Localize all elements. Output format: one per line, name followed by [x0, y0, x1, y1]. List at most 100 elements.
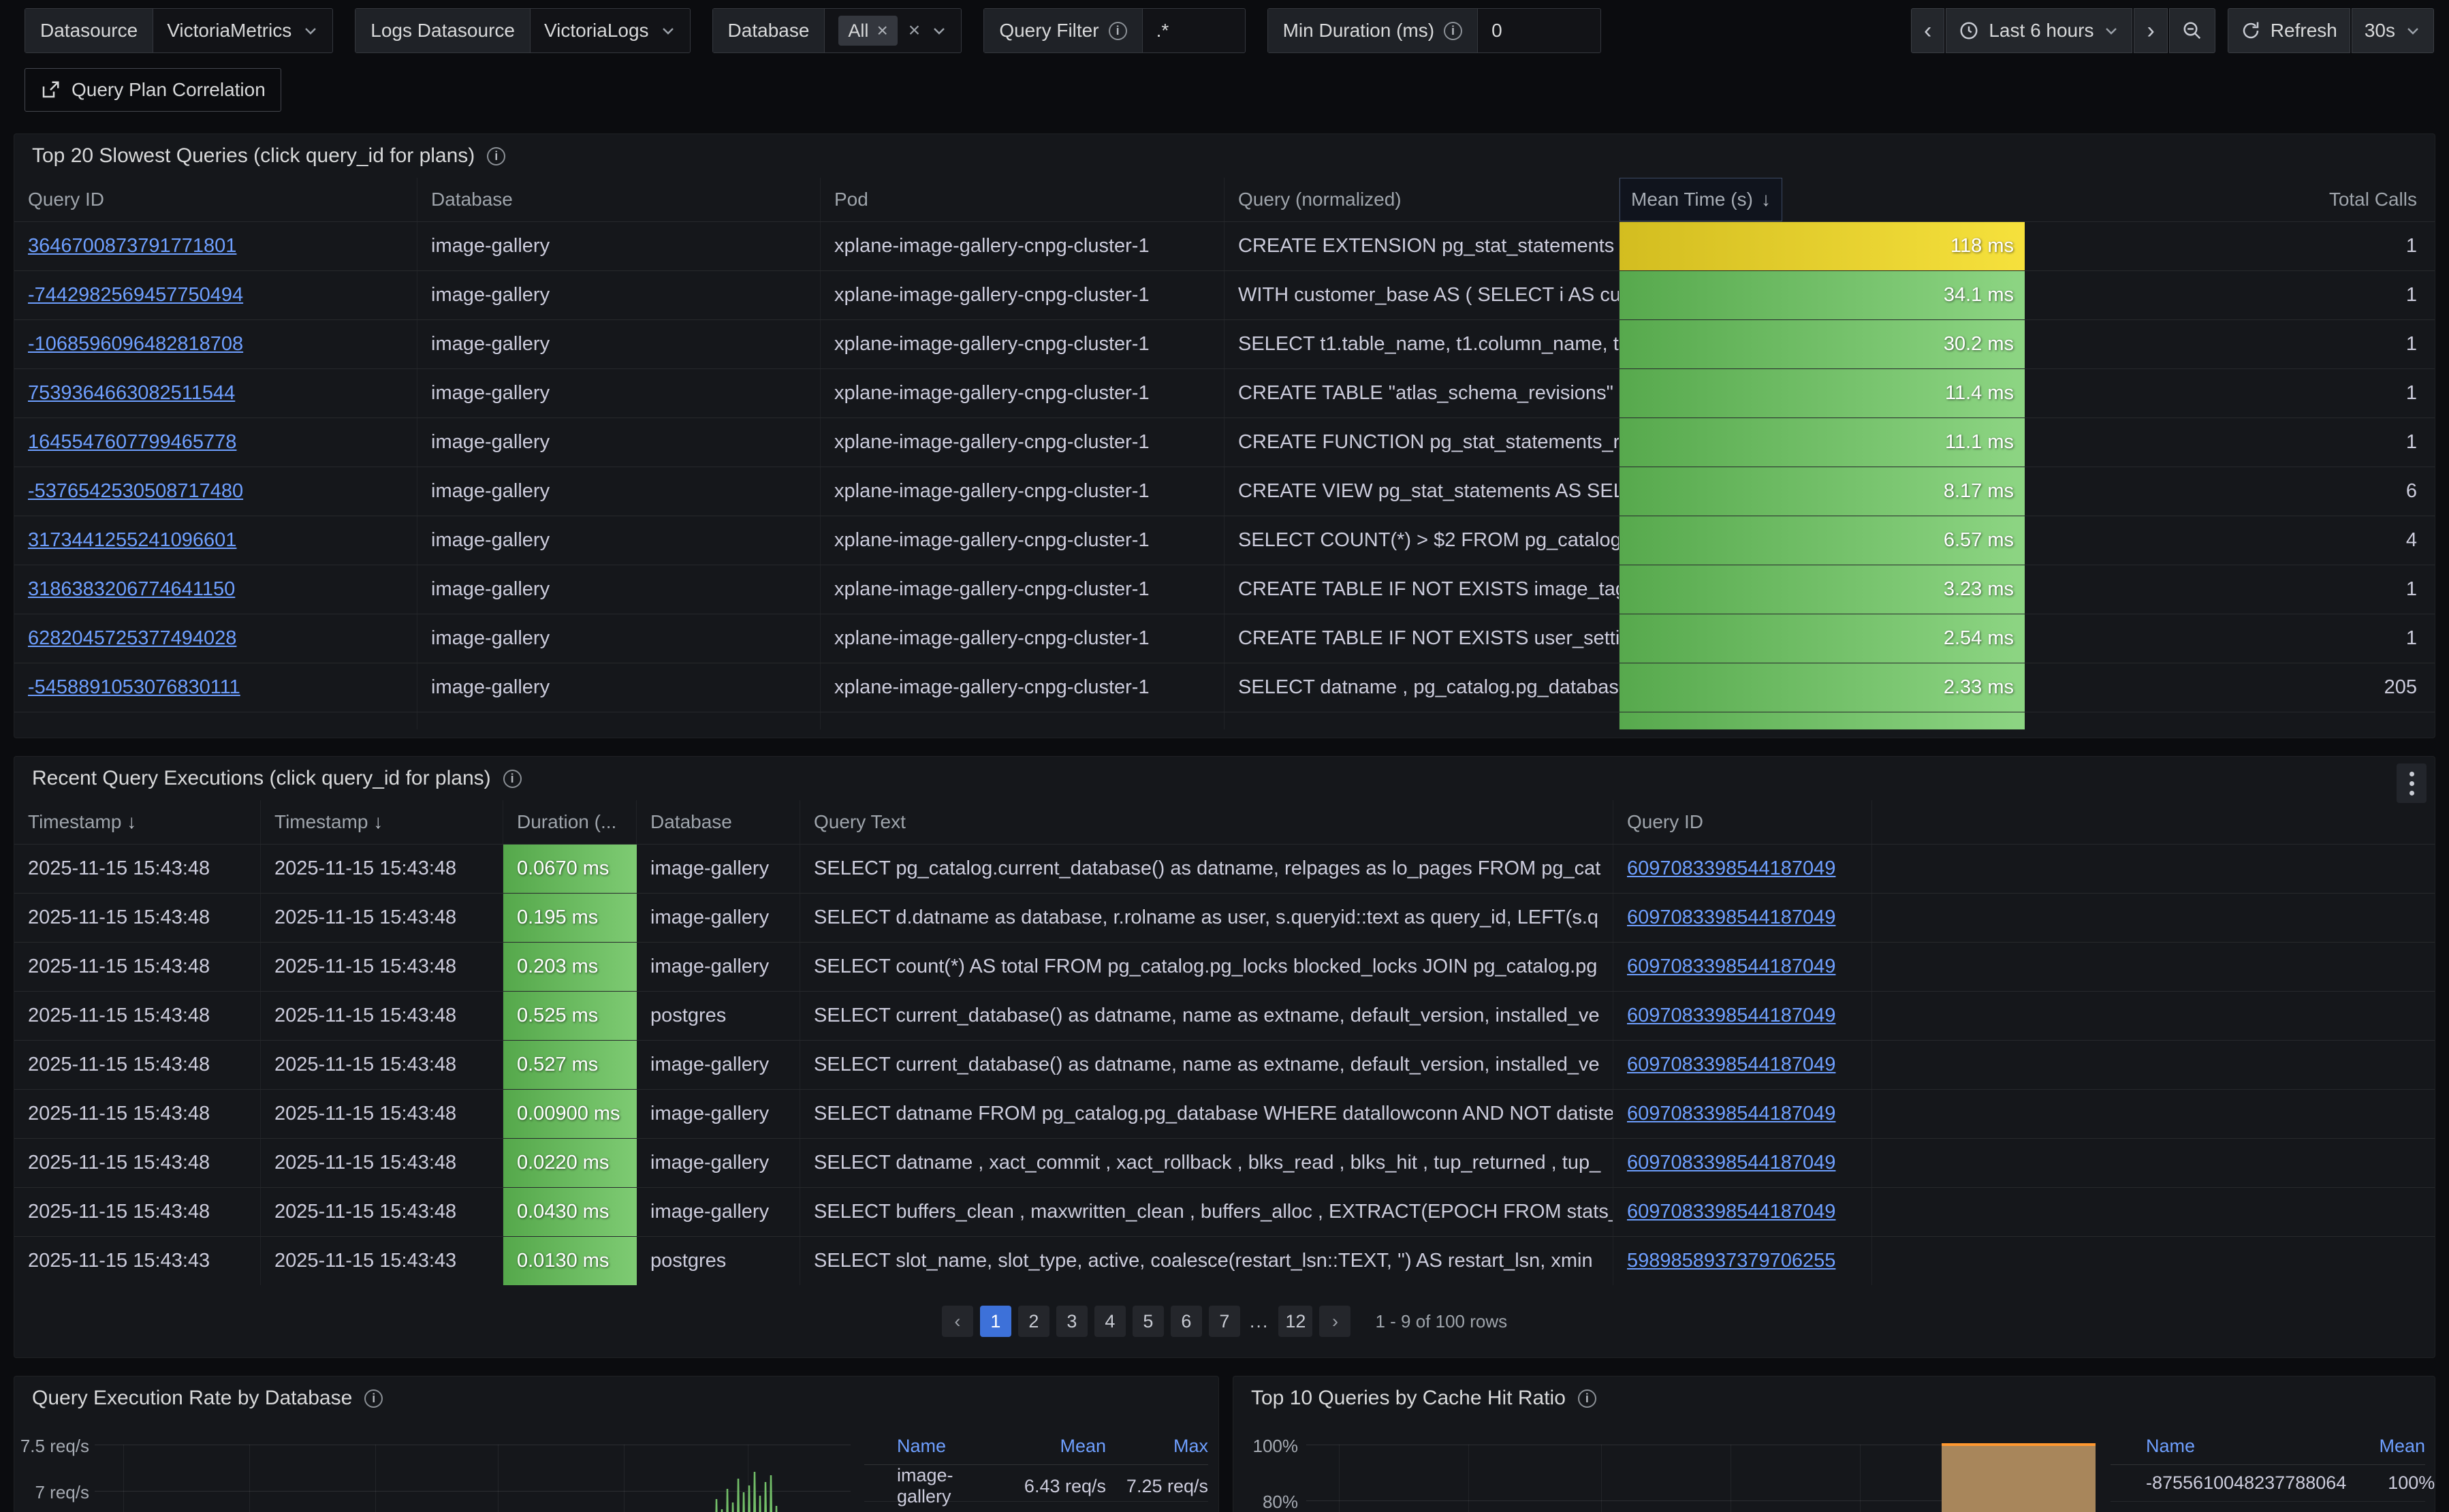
page-next-button[interactable]: › [1319, 1306, 1350, 1337]
duration-bar: 0.0130 ms [503, 1237, 637, 1285]
query-filter-value[interactable]: .* [1143, 9, 1245, 52]
col-database[interactable]: Database [637, 800, 800, 844]
query-id-link[interactable]: 3186383206774641150 [28, 578, 235, 601]
panel-title[interactable]: Top 20 Slowest Queries (click query_id f… [14, 134, 2435, 178]
mean-time-bar: 2.33 ms [1620, 663, 2025, 712]
col-query-id[interactable]: Query ID [1613, 800, 1872, 844]
panel-title[interactable]: Top 10 Queries by Cache Hit Ratio i [1233, 1376, 2435, 1420]
col-query-id[interactable]: Query ID [14, 178, 417, 221]
table-row: 6282045725377494028 image-gallery xplane… [14, 614, 2435, 663]
legend-item[interactable]: image-gallery 6.43 req/s 7.25 req/s [864, 1465, 1208, 1502]
page-button[interactable]: 2 [1018, 1306, 1049, 1337]
time-controls: ‹ Last 6 hours › Refresh 30s [1911, 8, 2434, 53]
duration-bar: 0.525 ms [503, 992, 637, 1040]
time-shift-back-button[interactable]: ‹ [1911, 8, 1944, 53]
page-button[interactable]: 4 [1094, 1306, 1126, 1337]
info-icon[interactable]: i [1578, 1389, 1596, 1408]
legend-item[interactable]: -8755610048237788064 100% [2111, 1465, 2425, 1502]
chevron-down-icon [2103, 22, 2119, 39]
y-axis-tick: 80% [1233, 1492, 1298, 1512]
query-id-link[interactable]: 7539364663082511544 [28, 382, 235, 405]
clear-selection-icon[interactable]: × [908, 19, 921, 42]
page-button[interactable]: 3 [1056, 1306, 1088, 1337]
info-icon[interactable]: i [487, 147, 505, 166]
duration-bar: 0.0430 ms [503, 1188, 637, 1236]
table-row: 2025-11-15 15:43:48 2025-11-15 15:43:48 … [14, 893, 2435, 942]
table-row: -5458891053076830111 image-gallery xplan… [14, 663, 2435, 712]
col-pod[interactable]: Pod [821, 178, 1224, 221]
query-id-link[interactable]: 1645547607799465778 [28, 431, 236, 454]
query-id-link[interactable]: 6097083398544187049 [1627, 1152, 1835, 1174]
query-id-link[interactable]: -5458891053076830111 [28, 676, 240, 699]
cache-hit-bar[interactable] [1942, 1443, 2096, 1512]
external-link-icon [40, 80, 61, 100]
query-id-link[interactable]: 6097083398544187049 [1627, 1054, 1835, 1076]
chart-legend: Name Mean -8755610048237788064 100% 2017… [2111, 1428, 2425, 1512]
time-shift-forward-button[interactable]: › [2134, 8, 2167, 53]
panel-menu-kebab-icon[interactable] [2397, 763, 2427, 803]
time-range-picker[interactable]: Last 6 hours [1946, 8, 2132, 53]
col-database[interactable]: Database [417, 178, 821, 221]
info-icon[interactable]: i [503, 770, 522, 788]
database-value[interactable]: All × × [825, 9, 961, 52]
query-id-link[interactable]: 6282045725377494028 [28, 627, 236, 650]
col-total-calls[interactable]: Total Calls [2025, 178, 2435, 221]
mean-time-bar: 11.1 ms [1620, 418, 2025, 467]
query-id-link[interactable]: 6097083398544187049 [1627, 907, 1835, 929]
sort-desc-icon: ↓ [1761, 189, 1771, 210]
query-id-link[interactable]: 6097083398544187049 [1627, 857, 1835, 880]
logs-datasource-picker[interactable]: Logs Datasource VictoriaLogs [355, 8, 690, 53]
database-picker[interactable]: Database All × × [712, 8, 962, 53]
query-filter-input[interactable]: Query Filter i .* [983, 8, 1245, 53]
col-mean-time-sorted[interactable]: Mean Time (s) ↓ [1620, 178, 1782, 221]
table-row: 2025-11-15 15:43:48 2025-11-15 15:43:48 … [14, 942, 2435, 991]
logs-datasource-value[interactable]: VictoriaLogs [531, 9, 690, 52]
mean-time-bar: 118 ms [1620, 222, 2025, 270]
zoom-out-button[interactable] [2169, 8, 2215, 53]
page-prev-button[interactable]: ‹ [942, 1306, 973, 1337]
info-icon[interactable]: i [1109, 22, 1127, 40]
page-button[interactable]: 1 [980, 1306, 1011, 1337]
query-plan-correlation-button[interactable]: Query Plan Correlation [25, 68, 281, 112]
query-id-link[interactable]: -5376542530508717480 [28, 480, 243, 503]
query-id-link[interactable]: 5989858937379706255 [1627, 1250, 1835, 1272]
database-chip-all[interactable]: All × [838, 16, 897, 46]
mean-time-bar: 11.4 ms [1620, 369, 2025, 418]
min-duration-input[interactable]: Min Duration (ms) i 0 [1267, 8, 1601, 53]
panel-title[interactable]: Recent Query Executions (click query_id … [14, 757, 2435, 800]
page-button[interactable]: 6 [1171, 1306, 1202, 1337]
col-timestamp-1[interactable]: Timestamp ↓ [14, 800, 261, 844]
query-id-link[interactable]: 6097083398544187049 [1627, 1201, 1835, 1223]
chevron-down-icon [931, 22, 947, 39]
datasource-label: Datasource [25, 9, 153, 52]
page-button[interactable]: 12 [1278, 1306, 1312, 1337]
refresh-button[interactable]: Refresh [2228, 8, 2350, 53]
mean-time-bar: 34.1 ms [1620, 271, 2025, 319]
legend-item[interactable]: 2017850560245674900 100% [2111, 1502, 2425, 1512]
refresh-interval-picker[interactable]: 30s [2352, 8, 2434, 53]
query-id-link[interactable]: 3173441255241096601 [28, 529, 236, 552]
datasource-picker[interactable]: Datasource VictoriaMetrics [25, 8, 333, 53]
table-row: 3186383206774641150 image-gallery xplane… [14, 565, 2435, 614]
mean-time-bar: 3.23 ms [1620, 565, 2025, 614]
query-id-link[interactable]: -1068596096482818708 [28, 333, 243, 356]
duration-bar: 0.203 ms [503, 943, 637, 991]
query-id-link[interactable]: -7442982569457750494 [28, 284, 243, 306]
col-query[interactable]: Query (normalized) [1224, 178, 1620, 221]
table-row: -5376542530508717480 image-gallery xplan… [14, 467, 2435, 516]
datasource-value[interactable]: VictoriaMetrics [153, 9, 332, 52]
table-row: 7539364663082511544 image-gallery xplane… [14, 368, 2435, 418]
page-button[interactable]: 7 [1209, 1306, 1240, 1337]
col-query-text[interactable]: Query Text [800, 800, 1613, 844]
refresh-icon [2241, 20, 2261, 41]
col-duration[interactable]: Duration (... [503, 800, 637, 844]
col-timestamp-2[interactable]: Timestamp ↓ [261, 800, 503, 844]
page-button[interactable]: 5 [1133, 1306, 1164, 1337]
query-id-link[interactable]: 6097083398544187049 [1627, 1103, 1835, 1125]
query-id-link[interactable]: 6097083398544187049 [1627, 1005, 1835, 1027]
info-icon[interactable]: i [1444, 22, 1462, 40]
chip-close-icon[interactable]: × [876, 20, 887, 42]
min-duration-value[interactable]: 0 [1478, 9, 1600, 52]
query-id-link[interactable]: 6097083398544187049 [1627, 956, 1835, 978]
query-id-link[interactable]: 3646700873791771801 [28, 235, 236, 257]
